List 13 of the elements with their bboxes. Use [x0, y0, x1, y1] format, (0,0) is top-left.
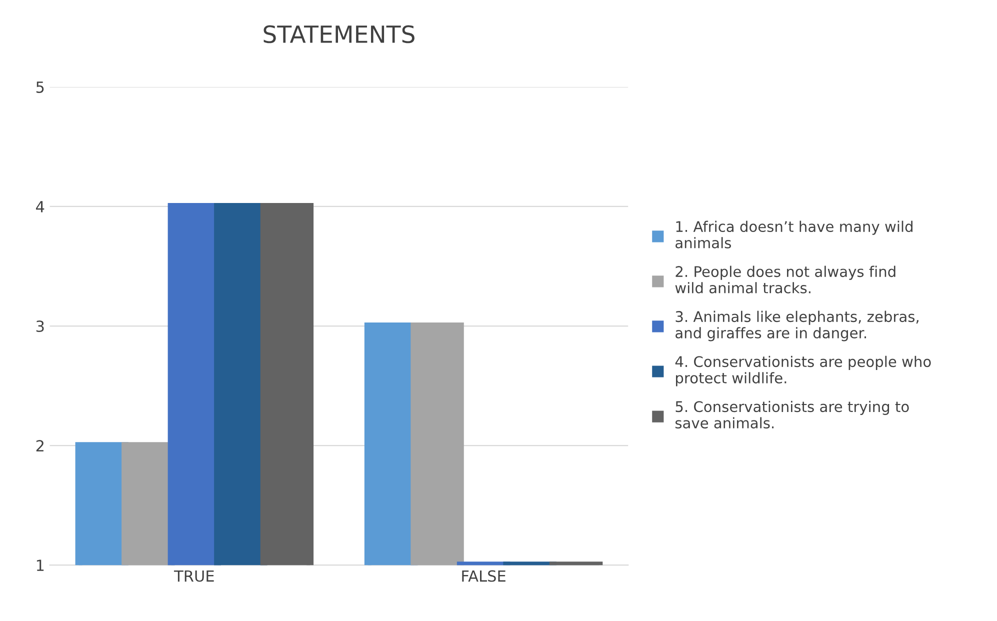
- y-tick-label: 4: [36, 201, 44, 212]
- x-tick-label: FALSE: [462, 570, 506, 582]
- legend-label: 3. Animals like elephants, zebras, and giraffes are in danger.: [676, 310, 918, 342]
- y-tick-label: 3: [36, 320, 44, 332]
- legend-label: 4. Conservationists are people who protect wildlife.: [675, 356, 931, 386]
- y-tick-label: 5: [36, 82, 44, 93]
- legend-label: 2. People does not always find wild animal tracks.: [675, 266, 896, 294]
- legend-label: 5. Conservationists are trying to save animals.: [675, 400, 909, 428]
- y-tick-label: 1: [36, 560, 44, 571]
- x-tick-label: TRUE: [174, 570, 214, 582]
- y-tick-label: 2: [36, 440, 44, 452]
- legend-label: 1. Africa doesn’t have many wild animals: [676, 220, 912, 248]
- chart-title: STATEMENTS: [264, 25, 414, 44]
